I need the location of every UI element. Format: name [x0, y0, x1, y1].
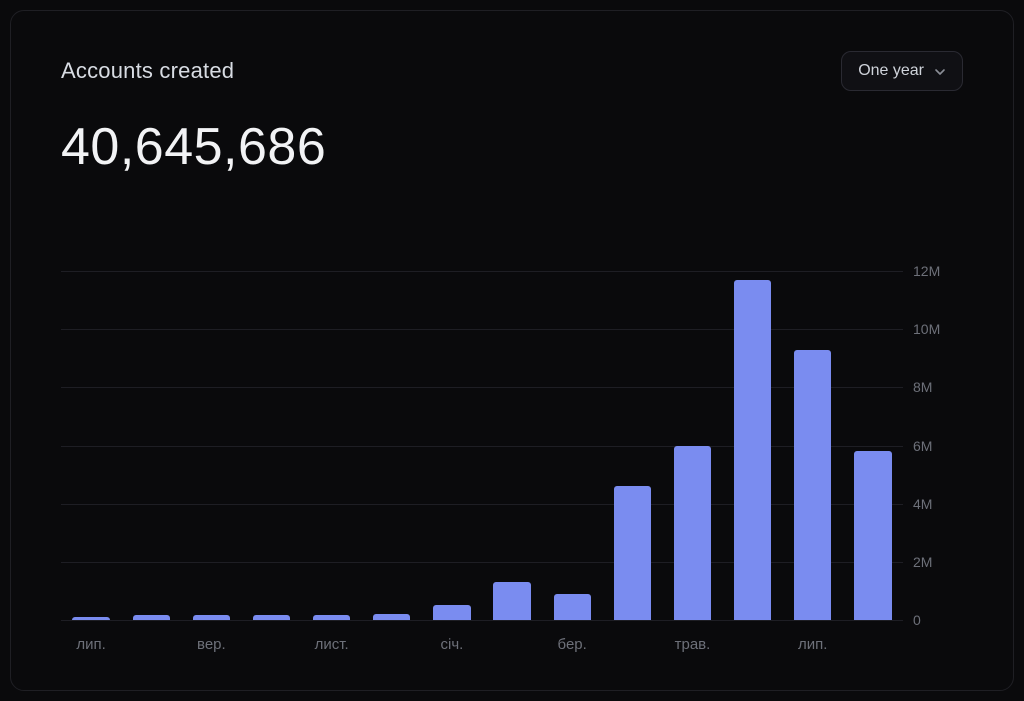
bar-slot — [61, 271, 121, 620]
bar-slot — [181, 271, 241, 620]
x-tick-label: січ. — [422, 636, 482, 656]
bar — [133, 615, 170, 620]
bar — [734, 280, 771, 620]
gridline — [61, 620, 903, 621]
x-tick-label — [602, 636, 662, 656]
x-tick-label: трав. — [662, 636, 722, 656]
y-tick-label: 8M — [913, 379, 958, 395]
x-tick-label — [241, 636, 301, 656]
card-header: Accounts created One year — [61, 51, 963, 91]
x-tick-label: лип. — [61, 636, 121, 656]
bar-slot — [723, 271, 783, 620]
x-tick-label: лип. — [783, 636, 843, 656]
chevron-down-icon — [934, 65, 946, 77]
bar-slot — [783, 271, 843, 620]
y-tick-label: 4M — [913, 496, 958, 512]
stats-card: Accounts created One year 40,645,686 02M… — [10, 10, 1014, 691]
card-title: Accounts created — [61, 58, 234, 84]
bar-slot — [602, 271, 662, 620]
plot-area: 02M4M6M8M10M12M — [61, 271, 903, 620]
y-tick-label: 12M — [913, 263, 958, 279]
total-count: 40,645,686 — [61, 117, 963, 177]
bar — [193, 615, 230, 620]
bar-slot — [422, 271, 482, 620]
x-tick-label: бер. — [542, 636, 602, 656]
bar — [72, 617, 109, 620]
x-tick-label — [843, 636, 903, 656]
x-tick-label: лист. — [302, 636, 362, 656]
bar-slot — [482, 271, 542, 620]
y-tick-label: 2M — [913, 554, 958, 570]
x-tick-label — [121, 636, 181, 656]
bar-slot — [121, 271, 181, 620]
bar — [313, 615, 350, 620]
bar — [373, 614, 410, 620]
x-tick-label: вер. — [181, 636, 241, 656]
bar — [854, 451, 891, 620]
time-range-label: One year — [858, 62, 924, 80]
bar — [433, 605, 470, 620]
x-tick-label — [362, 636, 422, 656]
bar — [614, 486, 651, 620]
y-tick-label: 6M — [913, 438, 958, 454]
bar — [493, 582, 530, 620]
bar — [794, 350, 831, 620]
bars-container — [61, 271, 903, 620]
bar — [674, 446, 711, 621]
bar-slot — [362, 271, 422, 620]
bar-chart: 02M4M6M8M10M12M лип.вер.лист.січ.бер.тра… — [61, 271, 963, 620]
x-tick-label — [482, 636, 542, 656]
bar — [253, 615, 290, 620]
time-range-selector[interactable]: One year — [841, 51, 963, 91]
bar-slot — [843, 271, 903, 620]
bar-slot — [662, 271, 722, 620]
bar-slot — [241, 271, 301, 620]
x-tick-label — [723, 636, 783, 656]
bar-slot — [542, 271, 602, 620]
x-axis: лип. вер. лист. січ. бер. трав. лип. — [61, 636, 903, 656]
bar — [554, 594, 591, 620]
y-tick-label: 10M — [913, 321, 958, 337]
bar-slot — [302, 271, 362, 620]
y-tick-label: 0 — [913, 612, 958, 628]
